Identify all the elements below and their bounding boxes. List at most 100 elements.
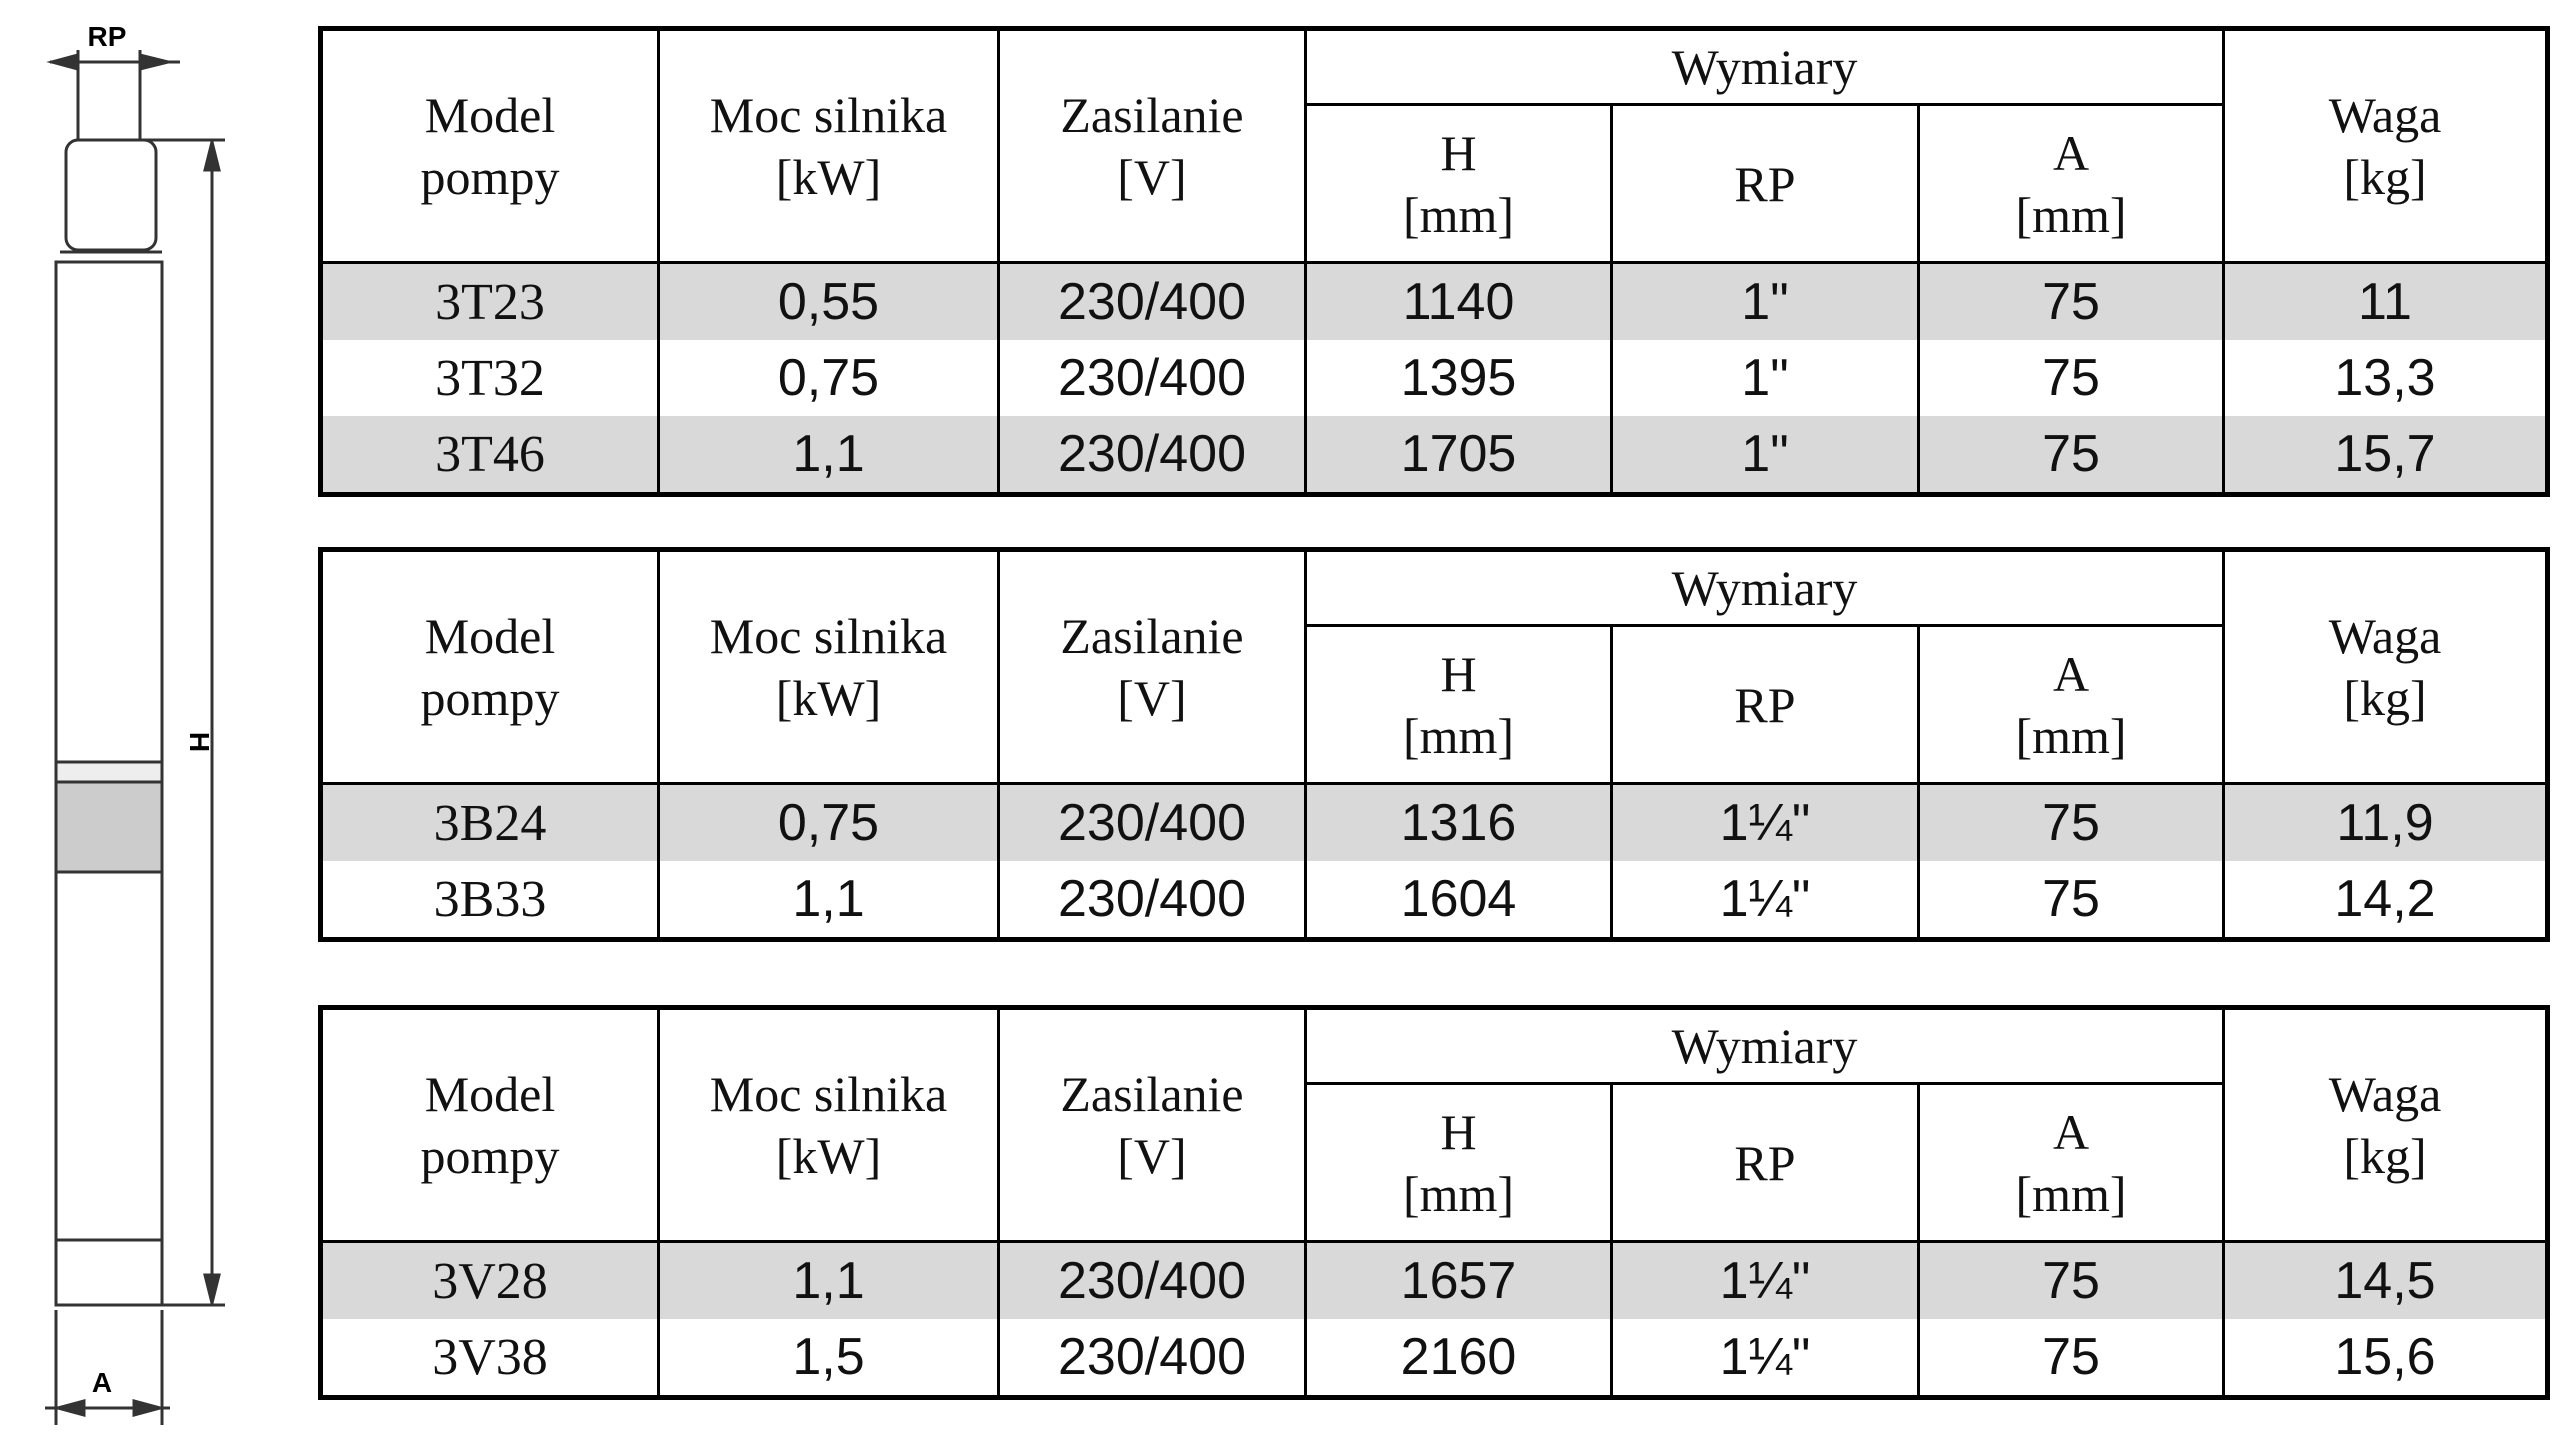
header-row: Model pompy Moc silnika [kW] Zasilanie [V] Wym… [319, 27, 2549, 264]
data-cell: 1" [1610, 416, 1920, 495]
header-line: A [2052, 1103, 2090, 1160]
data-cell: 1¼" [1610, 783, 1920, 861]
data-row: 3B24 0,75 230/400 1316 1¼" 75 11,9 [319, 783, 2549, 861]
header-line: Model [424, 1066, 556, 1122]
data-cell: 1657 [1304, 1241, 1613, 1319]
data-cell: 1¼" [1610, 1241, 1920, 1319]
data-cell: 15,7 [2222, 416, 2549, 495]
header-cell: Model pompy [319, 27, 660, 264]
header-line: Zasilanie [1060, 608, 1244, 664]
header-line: [V] [1117, 1128, 1187, 1184]
data-cell: 230/400 [997, 262, 1307, 340]
data-cell: 1140 [1304, 262, 1613, 340]
header-line: pompy [420, 670, 560, 726]
data-cell: 14,5 [2222, 1241, 2549, 1319]
data-cell: 3T32 [319, 340, 660, 416]
header-row: H [mm] RP A [mm] [321, 103, 2548, 264]
data-cell: 3B24 [319, 783, 660, 861]
header-line: Model [424, 87, 556, 143]
header-cell: Waga [kg] [2222, 548, 2549, 785]
header-cell: H [mm] [1304, 103, 1613, 264]
data-row: 3V38 1,5 230/400 2160 1¼" 75 15,6 [319, 1319, 2549, 1398]
data-cell: 2160 [1304, 1319, 1613, 1398]
data-cell: 11,9 [2222, 783, 2549, 861]
header-line: [kW] [775, 149, 882, 205]
header-cell: Model pompy [319, 1006, 660, 1243]
header-cell: RP [1610, 624, 1920, 785]
header-line: Waga [2328, 1066, 2442, 1122]
header-line: A [2052, 645, 2090, 702]
header-cell: A [mm] [1917, 1082, 2225, 1243]
data-cell: 75 [1917, 340, 2225, 416]
header-cell: Moc silnika [kW] [657, 548, 1000, 785]
data-row: 3T23 0,55 230/400 1140 1" 75 11 [319, 262, 2549, 340]
header-line: RP [1734, 155, 1796, 212]
data-cell: 3V28 [319, 1241, 660, 1319]
header-line: Zasilanie [1060, 87, 1244, 143]
header-cell: RP [1610, 1082, 1920, 1243]
header-line: [mm] [2015, 707, 2127, 764]
header-line: RP [1734, 676, 1796, 733]
header-line: pompy [420, 149, 560, 205]
data-cell: 14,2 [2222, 861, 2549, 940]
data-row: 3T46 1,1 230/400 1705 1" 75 15,7 [319, 416, 2549, 495]
data-cell: 1,1 [657, 1241, 1000, 1319]
header-cell: Zasilanie [V] [997, 27, 1307, 264]
header-line: Waga [2328, 87, 2442, 143]
header-line: Wymiary [1671, 39, 1858, 95]
header-cell: H [mm] [1304, 1082, 1613, 1243]
header-cell: A [mm] [1917, 103, 2225, 264]
header-cell: Waga [kg] [2222, 27, 2549, 264]
header-line: H [1440, 124, 1477, 181]
header-cell: Zasilanie [V] [997, 548, 1307, 785]
header-line: A [2052, 124, 2090, 181]
header-line: [V] [1117, 670, 1187, 726]
data-cell: 3T46 [319, 416, 660, 495]
header-line: [mm] [1402, 1165, 1515, 1222]
header-line: [kg] [2343, 1128, 2427, 1184]
data-row: 3B33 1,1 230/400 1604 1¼" 75 14,2 [319, 861, 2549, 940]
data-cell: 1¼" [1610, 1319, 1920, 1398]
header-line: [mm] [1402, 186, 1515, 243]
header-line: [V] [1117, 149, 1187, 205]
h-label: H [184, 732, 215, 752]
header-line: [kg] [2343, 670, 2427, 726]
header-line: [mm] [1402, 707, 1515, 764]
data-cell: 3V38 [319, 1319, 660, 1398]
header-line: Wymiary [1671, 1018, 1858, 1074]
data-cell: 75 [1917, 1241, 2225, 1319]
data-cell: 1705 [1304, 416, 1613, 495]
data-cell: 75 [1917, 1319, 2225, 1398]
data-cell: 1316 [1304, 783, 1613, 861]
header-line: H [1440, 1103, 1477, 1160]
header-line: Zasilanie [1060, 1066, 1244, 1122]
header-cell: RP [1610, 103, 1920, 264]
header-line: H [1440, 645, 1477, 702]
header-line: pompy [420, 1128, 560, 1184]
header-cell: A [mm] [1917, 624, 2225, 785]
data-cell: 230/400 [997, 1241, 1307, 1319]
data-cell: 75 [1917, 783, 2225, 861]
header-cell: Wymiary [1304, 27, 2225, 106]
header-line: Moc silnika [709, 87, 948, 143]
data-cell: 11 [2222, 262, 2549, 340]
data-cell: 230/400 [997, 861, 1307, 940]
header-line: Waga [2328, 608, 2442, 664]
data-cell: 1395 [1304, 340, 1613, 416]
header-cell: Wymiary [1304, 548, 2225, 627]
header-line: Moc silnika [709, 608, 948, 664]
data-cell: 1¼" [1610, 861, 1920, 940]
data-cell: 230/400 [997, 416, 1307, 495]
data-cell: 15,6 [2222, 1319, 2549, 1398]
data-cell: 75 [1917, 416, 2225, 495]
data-cell: 0,75 [657, 783, 1000, 861]
data-cell: 1" [1610, 340, 1920, 416]
rp-label: RP [88, 21, 127, 52]
data-cell: 13,3 [2222, 340, 2549, 416]
data-cell: 230/400 [997, 340, 1307, 416]
data-cell: 1604 [1304, 861, 1613, 940]
header-line: [mm] [2015, 186, 2127, 243]
header-cell: Moc silnika [kW] [657, 27, 1000, 264]
a-label: A [92, 1367, 112, 1398]
